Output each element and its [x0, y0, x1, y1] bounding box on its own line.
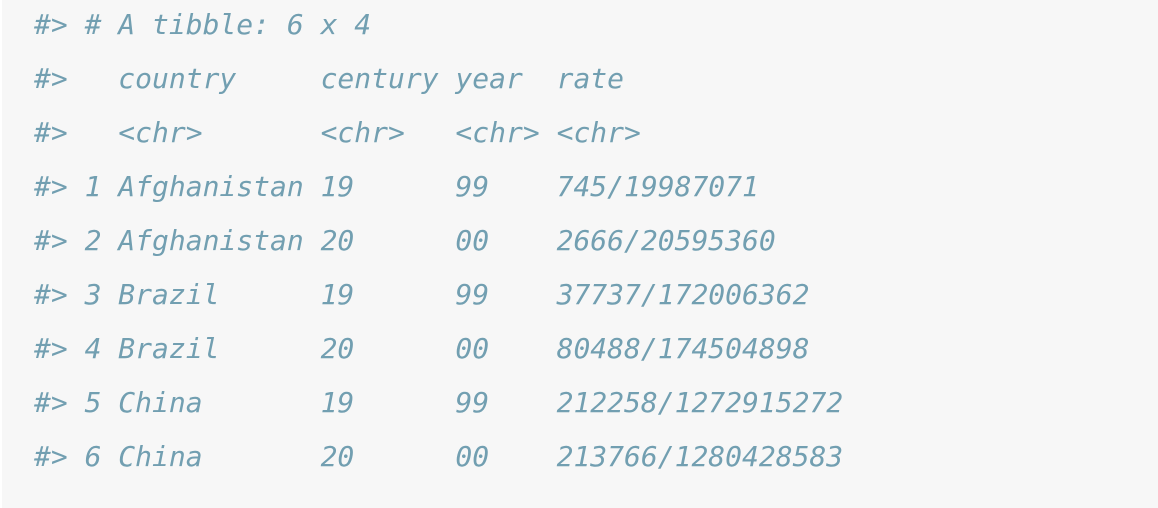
- table-row: #> 5 China 19 99 212258/1272915272: [34, 386, 844, 419]
- table-row: #> 4 Brazil 20 00 80488/174504898: [34, 332, 810, 365]
- column-names-line: #> country century year rate: [34, 62, 625, 95]
- tibble-console-output: #> # A tibble: 6 x 4 #> country century y…: [34, 0, 843, 486]
- table-row: #> 3 Brazil 19 99 37737/172006362: [34, 278, 810, 311]
- table-row: #> 6 China 20 00 213766/1280428583: [34, 440, 844, 473]
- tibble-header-line: #> # A tibble: 6 x 4: [34, 8, 372, 41]
- table-row: #> 1 Afghanistan 19 99 745/19987071: [34, 170, 759, 203]
- table-row: #> 2 Afghanistan 20 00 2666/20595360: [34, 224, 776, 257]
- column-types-line: #> <chr> <chr> <chr> <chr>: [34, 116, 641, 149]
